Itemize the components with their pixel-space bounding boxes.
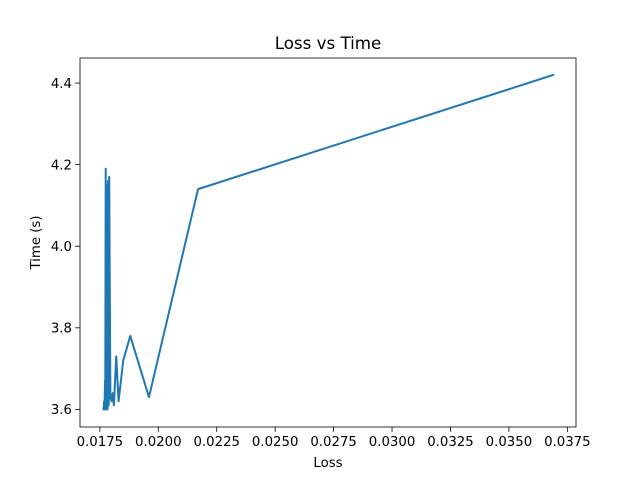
- x-tick-label: 0.0275: [310, 435, 357, 450]
- y-tick-label: 3.6: [51, 403, 72, 418]
- x-tick-label: 0.0225: [193, 435, 240, 450]
- x-tick-label: 0.0325: [427, 435, 474, 450]
- series-line-0: [102, 73, 555, 411]
- x-tick-label: 0.0350: [486, 435, 533, 450]
- x-axis-ticks: 0.0175 0.0200 0.0225 0.0250 0.0275 0.0300 0.03…: [77, 427, 591, 450]
- chart-title: Loss vs Time: [275, 33, 382, 53]
- y-tick-label: 4.0: [51, 240, 72, 255]
- y-tick-label: 4.4: [51, 77, 72, 92]
- x-axis-label: Loss: [313, 456, 342, 471]
- x-tick-label: 0.0175: [77, 435, 124, 450]
- y-tick-label: 3.8: [51, 322, 72, 337]
- x-tick-label: 0.0375: [544, 435, 591, 450]
- y-axis-ticks: 3.6 3.8 4.0 4.2 4.4: [51, 77, 80, 418]
- y-tick-label: 4.2: [51, 158, 72, 173]
- plot-frame: [79, 57, 577, 428]
- y-axis-label: Time (s): [29, 215, 44, 270]
- series-layer: [102, 73, 555, 411]
- x-tick-label: 0.0200: [135, 435, 182, 450]
- x-tick-label: 0.0250: [252, 435, 299, 450]
- plot-area: [80, 58, 576, 427]
- x-tick-label: 0.0300: [369, 435, 416, 450]
